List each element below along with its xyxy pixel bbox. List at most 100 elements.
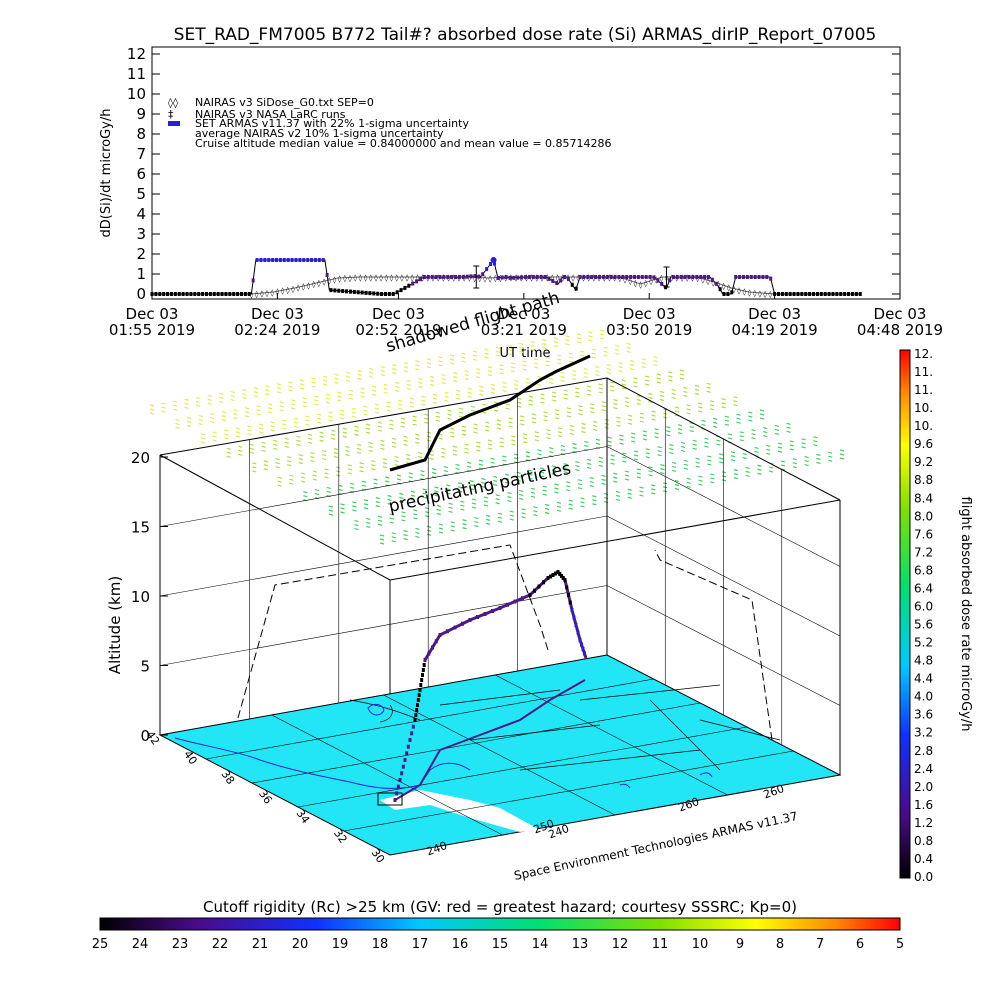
- particle-mark: [639, 486, 644, 489]
- particle-mark: [549, 447, 554, 450]
- particle-mark: [312, 470, 317, 473]
- particle-mark: [739, 431, 744, 434]
- particle-mark: [557, 427, 563, 430]
- particle-mark: [575, 387, 580, 390]
- particle-mark: [369, 375, 374, 379]
- particle-mark: [614, 348, 620, 351]
- particle-mark: [319, 435, 324, 438]
- particle-mark: [496, 419, 502, 422]
- back-wall-grid-line: [159, 515, 608, 597]
- series-armas-point: [317, 258, 321, 262]
- series-armas-point: [683, 275, 687, 279]
- series-armas-point: [329, 288, 333, 293]
- particle-mark: [334, 377, 339, 380]
- series-armas-point: [617, 275, 621, 279]
- particle-mark: [642, 438, 648, 441]
- mid-level-point: [578, 638, 582, 642]
- series-armas-point: [706, 275, 710, 279]
- particle-mark: [461, 425, 467, 428]
- particle-mark: [298, 454, 303, 457]
- series-nairas-v3-point: ◊: [727, 284, 731, 292]
- series-armas-point: [313, 258, 317, 262]
- particle-mark: [566, 415, 571, 418]
- series-armas-point: [457, 275, 461, 279]
- particle-mark: [453, 372, 458, 375]
- series-nairas-v3-point: ◊: [753, 289, 757, 297]
- particle-mark: [359, 466, 364, 469]
- particle-mark: [406, 379, 412, 382]
- particle-mark: [622, 456, 627, 459]
- series-armas-point: [380, 292, 384, 296]
- particle-mark: [261, 445, 266, 448]
- particle-mark: [742, 456, 747, 460]
- particle-mark: [698, 483, 703, 486]
- particle-mark: [374, 411, 380, 414]
- particle-mark: [499, 368, 504, 371]
- series-armas-point: [442, 275, 446, 279]
- particle-mark: [310, 460, 315, 463]
- particle-mark: [354, 527, 359, 531]
- particle-mark: [399, 500, 404, 503]
- particle-mark: [400, 417, 406, 420]
- bottom-colorbar-tick-label: 6: [856, 937, 864, 952]
- particle-mark: [438, 523, 444, 526]
- particle-mark: [618, 370, 623, 373]
- particle-mark: [493, 475, 498, 478]
- particle-mark: [481, 485, 486, 489]
- particle-mark: [293, 421, 299, 424]
- particle-mark: [312, 478, 317, 481]
- particle-mark: [476, 368, 481, 371]
- particle-mark: [603, 346, 608, 349]
- series-nairas-v3-point: ◊: [338, 275, 342, 283]
- series-nairas-v3-point: ◊: [270, 289, 274, 297]
- particle-mark: [464, 451, 469, 454]
- particle-mark: [389, 517, 394, 520]
- particle-mark: [346, 375, 351, 378]
- legend-entry-cruise-stats: Cruise altitude median value = 0.8400000…: [195, 137, 612, 150]
- bottom-colorbar-tick-label: 23: [172, 937, 189, 952]
- particle-mark: [446, 488, 451, 491]
- particle-mark: [458, 415, 464, 418]
- particle-mark: [522, 360, 527, 363]
- particle-mark: [279, 409, 284, 412]
- particle-mark: [509, 514, 514, 517]
- particle-mark: [474, 524, 479, 528]
- particle-mark: [751, 429, 756, 432]
- particle-mark: [267, 411, 273, 414]
- particle-mark: [307, 441, 313, 444]
- particle-mark: [363, 499, 369, 502]
- particle-mark: [275, 466, 280, 469]
- particle-mark: [627, 492, 632, 495]
- series-armas-point: [512, 275, 516, 280]
- particle-mark: [580, 497, 585, 500]
- series-nairas-v3-point: ◊: [722, 282, 726, 290]
- series-armas-point: [777, 292, 781, 296]
- particle-mark: [745, 470, 750, 474]
- particle-mark: [568, 503, 573, 506]
- particle-mark: [372, 385, 377, 388]
- particle-mark: [424, 413, 429, 416]
- particle-mark: [422, 496, 427, 499]
- particle-mark: [331, 437, 336, 440]
- particle-mark: [230, 390, 235, 394]
- particle-mark: [595, 373, 600, 377]
- particle-mark: [310, 452, 315, 455]
- particle-mark: [739, 435, 744, 438]
- particle-mark: [265, 389, 270, 392]
- particle-mark: [528, 473, 533, 476]
- particle-mark: [456, 397, 461, 400]
- mid-level-point: [431, 645, 434, 650]
- particle-mark: [613, 403, 618, 406]
- particle-mark: [244, 415, 250, 418]
- particle-mark: [406, 453, 411, 457]
- right-colorbar-tick-label: 5.2: [914, 636, 933, 650]
- particle-mark: [657, 454, 662, 457]
- series-armas-point: [601, 275, 605, 279]
- series-nairas-v3-point: ◊: [748, 289, 752, 297]
- series-armas-point: [660, 281, 664, 286]
- particle-mark: [368, 449, 373, 452]
- particle-mark: [554, 487, 559, 490]
- particle-mark: [601, 409, 606, 412]
- top-x-tick-time: 03:21 2019: [481, 321, 567, 339]
- top-plot-frame: [151, 46, 901, 300]
